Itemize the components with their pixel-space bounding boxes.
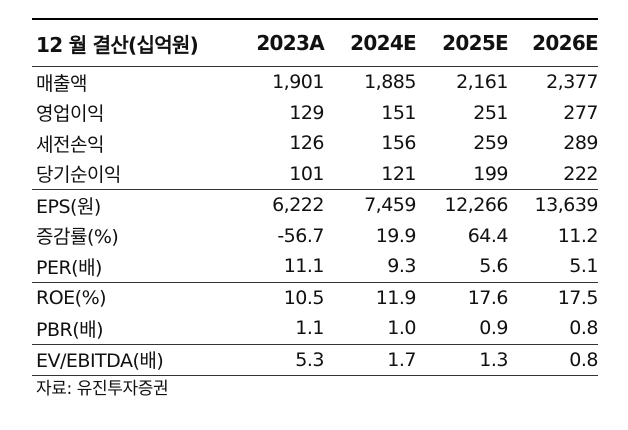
row-value: 2,161 (456, 71, 508, 94)
source-note: 자료: 유진투자증권 (36, 379, 169, 399)
row-value: 0.9 (479, 317, 508, 340)
table-row: ROE(%) 10.5 11.9 17.6 17.5 (32, 283, 599, 314)
row-label: PER(배) (36, 256, 102, 279)
row-label: ROE(%) (36, 286, 107, 309)
financial-summary-table: 12 월 결산(십억원) 2023A 2024E 2025E 2026E 매출액… (32, 18, 599, 376)
row-value: 1.7 (387, 348, 416, 371)
row-value: 17.5 (557, 286, 599, 309)
row-value: 11.2 (557, 224, 599, 247)
row-value: 121 (381, 162, 416, 185)
row-value: 11.9 (375, 286, 417, 309)
row-value: 101 (289, 162, 324, 185)
row-value: 1.1 (295, 317, 324, 340)
table-row: PER(배) 11.1 9.3 5.6 5.1 (32, 251, 599, 282)
row-value: 11.1 (283, 255, 325, 278)
table-row: 영업이익 129 151 251 277 (32, 98, 599, 129)
row-label: 증감률(%) (36, 226, 119, 249)
row-value: 126 (289, 132, 324, 155)
row-value: 0.8 (569, 317, 598, 340)
row-value: 13,639 (534, 194, 599, 217)
top-rule (32, 18, 598, 20)
row-value: 251 (473, 101, 508, 124)
header-year-2026: 2026E (532, 31, 599, 55)
table-row: 세전손익 126 156 259 289 (32, 128, 599, 159)
row-label: 당기순이익 (36, 164, 121, 187)
row-value: 1.3 (479, 348, 508, 371)
table-body: 매출액 1,901 1,885 2,161 2,377 영업이익 129 151 251 277 세… (32, 67, 599, 376)
table-row: 매출액 1,901 1,885 2,161 2,377 (32, 67, 599, 98)
group-rule (32, 343, 598, 345)
row-value: 2,377 (546, 71, 598, 94)
row-value: 1,901 (272, 71, 324, 94)
header-year-2023: 2023A (256, 31, 324, 55)
row-label: 세전손익 (36, 133, 104, 156)
row-value: 5.6 (479, 255, 508, 278)
header-label: 12 월 결산(십억원) (36, 32, 199, 57)
row-value: -56.7 (277, 224, 324, 247)
row-value: 151 (381, 101, 416, 124)
row-value: 222 (563, 162, 598, 185)
row-value: 5.3 (295, 348, 324, 371)
row-label: EV/EBITDA(배) (36, 350, 164, 373)
row-label: PBR(배) (36, 318, 104, 341)
header-year-2024: 2024E (350, 31, 417, 55)
row-value: 259 (473, 132, 508, 155)
row-label: 영업이익 (36, 103, 104, 126)
row-value: 1,885 (364, 71, 416, 94)
row-value: 1.0 (387, 317, 416, 340)
group-rule (32, 375, 598, 376)
row-value: 9.3 (387, 255, 416, 278)
row-value: 199 (473, 162, 508, 185)
row-value: 277 (563, 101, 598, 124)
row-label: 매출액 (36, 72, 87, 95)
table-row: 증감률(%) -56.7 19.9 64.4 11.2 (32, 221, 599, 252)
row-value: 5.1 (569, 255, 598, 278)
table-row: PBR(배) 1.1 1.0 0.9 0.8 (32, 313, 599, 344)
header-row: 12 월 결산(십억원) 2023A 2024E 2025E 2026E (32, 20, 599, 66)
row-value: 12,266 (444, 194, 509, 217)
row-label: EPS(원) (36, 195, 101, 218)
row-value: 6,222 (272, 194, 324, 217)
row-value: 129 (289, 101, 324, 124)
table-row: 당기순이익 101 121 199 222 (32, 159, 599, 190)
row-value: 156 (381, 132, 416, 155)
row-value: 0.8 (569, 348, 598, 371)
row-value: 19.9 (375, 224, 417, 247)
row-value: 10.5 (283, 286, 325, 309)
group-rule (32, 189, 598, 190)
group-rule (32, 281, 598, 283)
row-value: 289 (563, 132, 598, 155)
header-year-2025: 2025E (442, 31, 509, 55)
table-row: EV/EBITDA(배) 5.3 1.7 1.3 0.8 (32, 345, 599, 376)
row-value: 17.6 (467, 286, 509, 309)
table-row: EPS(원) 6,222 7,459 12,266 13,639 (32, 190, 599, 221)
header-rule (32, 66, 598, 67)
row-value: 64.4 (467, 224, 509, 247)
row-value: 7,459 (364, 194, 416, 217)
